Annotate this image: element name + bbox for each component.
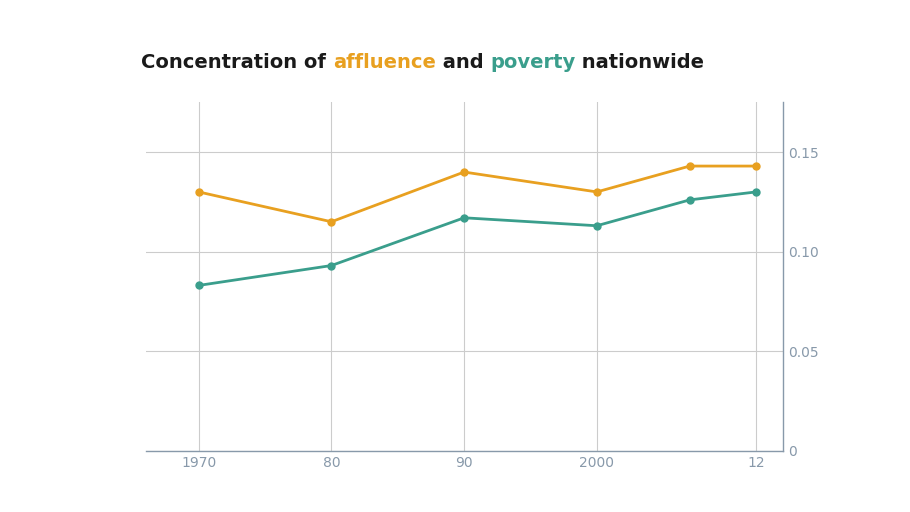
Text: nationwide: nationwide [575,53,704,72]
Text: poverty: poverty [490,53,575,72]
Text: and: and [436,53,490,72]
Text: affluence: affluence [333,53,436,72]
Text: Concentration of: Concentration of [141,53,333,72]
